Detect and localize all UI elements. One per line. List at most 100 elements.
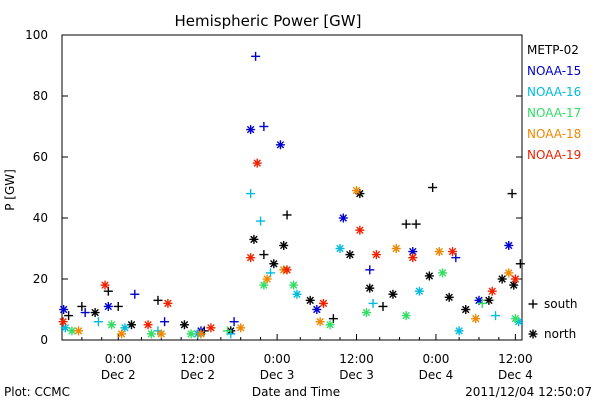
x-tick-date-label: Dec 2: [180, 368, 215, 382]
x-axis-ticks: 0:00 Dec 2 12:00 Dec 2 0:00 Dec 3 12:00 Dec 3 0:…: [61, 334, 533, 382]
data-point: [269, 259, 279, 269]
data-point: [361, 308, 371, 318]
x-tick-time-label: 0:00: [105, 352, 132, 366]
data-point: [282, 265, 292, 275]
data-point: [103, 301, 113, 311]
y-axis-ticks: 0 20 40 60 80 100: [25, 28, 522, 347]
marker-key-symbol: [528, 329, 538, 339]
data-point: [58, 317, 68, 327]
data-point: [461, 305, 471, 314]
data-point: [510, 274, 520, 284]
data-point: [434, 247, 444, 257]
data-point: [388, 289, 398, 299]
data-point: [325, 320, 335, 330]
data-point: [249, 234, 259, 244]
legend-entry: NOAA-18: [527, 127, 581, 141]
x-tick-time-label: 0:00: [422, 352, 449, 366]
legend: METP-02 NOAA-15 NOAA-16 NOAA-17 NOAA-18 NOAA-…: [527, 43, 581, 162]
data-point: [315, 317, 325, 327]
data-point: [77, 301, 87, 311]
data-point: [64, 311, 74, 321]
legend-entry: METP-02: [527, 43, 579, 57]
data-point: [471, 314, 481, 324]
data-point: [487, 286, 497, 296]
data-point: [259, 250, 269, 260]
data-point: [510, 314, 520, 324]
data-point: [246, 253, 256, 263]
data-point: [448, 247, 458, 257]
x-tick-date-label: Dec 4: [419, 368, 454, 382]
data-point: [117, 329, 127, 339]
data-point: [143, 320, 153, 330]
data-point: [222, 326, 232, 336]
data-point: [160, 317, 170, 327]
data-point: [252, 158, 262, 168]
marker-key-label: north: [544, 327, 576, 341]
data-point: [126, 320, 136, 330]
data-point: [163, 298, 173, 308]
data-point: [408, 253, 418, 263]
marker-key-label: south: [544, 297, 578, 311]
data-point: [246, 125, 256, 135]
data-point: [100, 280, 110, 290]
data-point: [368, 298, 378, 308]
data-point: [289, 280, 299, 290]
y-tick-label: 60: [33, 150, 48, 164]
plot-frame: [61, 34, 523, 341]
data-point: [179, 320, 189, 330]
data-point: [156, 329, 166, 339]
data-point: [401, 311, 411, 321]
y-axis-label: P [GW]: [3, 169, 17, 211]
data-point: [113, 301, 123, 311]
x-tick-time-label: 12:00: [180, 352, 215, 366]
data-point: [444, 292, 454, 302]
y-tick-label: 40: [33, 211, 48, 225]
data-point: [305, 295, 315, 305]
data-point: [246, 189, 256, 199]
data-point: [186, 329, 196, 339]
data-point: [491, 311, 501, 321]
x-tick-time-label: 12:00: [339, 352, 374, 366]
x-axis-label: Date and Time: [252, 385, 340, 399]
data-point: [335, 244, 345, 253]
data-point: [196, 329, 206, 339]
plot-credit: Plot: CCMC: [4, 385, 70, 399]
data-point: [130, 289, 140, 299]
data-points: [58, 51, 525, 339]
data-point: [292, 289, 302, 299]
legend-entry: NOAA-16: [527, 85, 581, 99]
data-point: [345, 250, 355, 260]
data-point: [507, 189, 517, 199]
data-point: [477, 298, 487, 308]
y-tick-label: 0: [40, 333, 48, 347]
data-point: [371, 250, 381, 260]
data-point: [236, 323, 246, 333]
data-point: [401, 219, 411, 229]
data-point: [107, 320, 117, 330]
y-tick-label: 80: [33, 89, 48, 103]
data-point: [120, 323, 130, 333]
data-point: [497, 274, 507, 284]
data-point: [206, 323, 216, 333]
data-point: [256, 216, 266, 226]
data-point: [338, 213, 348, 223]
x-tick-time-label: 12:00: [498, 352, 533, 366]
data-point: [509, 280, 519, 290]
data-point: [391, 244, 401, 253]
legend-entry: NOAA-17: [527, 106, 581, 120]
x-tick-date-label: Dec 3: [339, 368, 374, 382]
data-point: [424, 271, 434, 281]
data-point: [515, 259, 525, 269]
y-tick-label: 20: [33, 272, 48, 286]
data-point: [365, 283, 375, 293]
data-point: [484, 295, 494, 305]
data-point: [352, 186, 362, 196]
chart-title: Hemispheric Power [GW]: [175, 12, 362, 30]
data-point: [74, 326, 84, 336]
data-point: [378, 301, 388, 311]
data-point: [454, 326, 464, 336]
data-point: [229, 317, 239, 327]
data-point: [59, 305, 69, 314]
x-tick-date-label: Dec 3: [260, 368, 295, 382]
data-point: [504, 240, 514, 250]
